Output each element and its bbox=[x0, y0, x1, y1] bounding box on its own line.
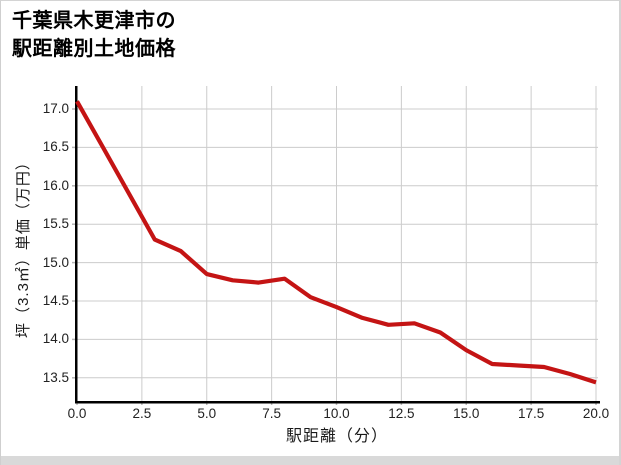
y-tick-label: 15.5 bbox=[42, 216, 69, 232]
x-tick-label: 0.0 bbox=[67, 406, 87, 421]
y-axis-spine bbox=[75, 86, 78, 404]
window-bottom-edge bbox=[1, 456, 619, 465]
y-tick-label: 15.0 bbox=[42, 254, 69, 270]
y-tick-label: 17.0 bbox=[42, 101, 69, 116]
chart-title: 千葉県木更津市の 駅距離別土地価格 bbox=[12, 8, 176, 63]
y-tick-label: 16.5 bbox=[42, 139, 69, 155]
x-tick-label: 10.0 bbox=[323, 406, 350, 421]
y-axis-label: 坪（3.3㎡）単価（万円） bbox=[15, 154, 32, 338]
x-axis-label: 駅距離（分） bbox=[285, 428, 388, 445]
price-line-series bbox=[75, 100, 597, 385]
x-tick-label: 7.5 bbox=[262, 406, 282, 421]
x-tick-label: 2.5 bbox=[132, 406, 152, 421]
chart-title-line1: 千葉県木更津市の bbox=[12, 10, 176, 32]
x-tick-label: 15.0 bbox=[453, 406, 480, 421]
x-tick-label: 20.0 bbox=[582, 406, 610, 421]
x-tick-label: 12.5 bbox=[388, 406, 415, 421]
y-tick-label: 14.5 bbox=[42, 293, 69, 308]
y-tick-label: 14.0 bbox=[42, 331, 69, 347]
y-tick-label: 13.5 bbox=[42, 369, 69, 385]
y-tick-label: 16.0 bbox=[42, 177, 69, 193]
x-tick-label: 17.5 bbox=[517, 406, 545, 421]
chart-title-line2: 駅距離別土地価格 bbox=[12, 37, 176, 60]
x-axis-spine bbox=[75, 401, 600, 404]
x-tick-label: 5.0 bbox=[197, 406, 217, 421]
